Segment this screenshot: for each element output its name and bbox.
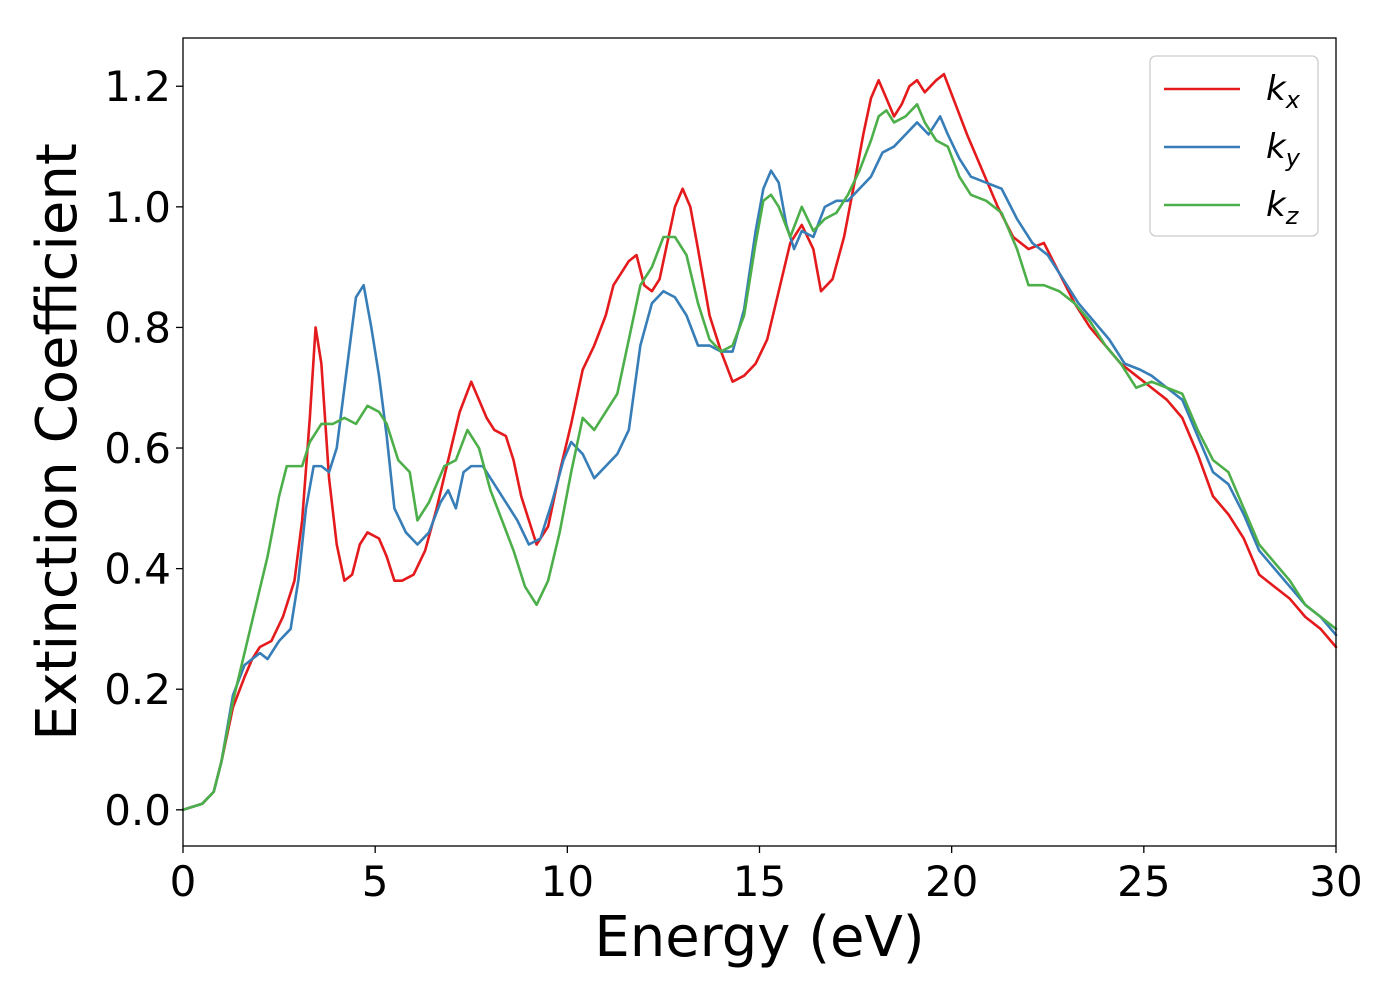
- legend-label-subscript: z: [1285, 202, 1300, 230]
- legend-label-ky: ky: [1266, 127, 1301, 172]
- series-line-kz: [181, 103, 1338, 812]
- y-tick-label: 0.0: [104, 786, 171, 835]
- y-axis-label: Extinction Coefficient: [25, 143, 90, 741]
- x-tick-label: 15: [733, 857, 786, 906]
- legend-label-subscript: y: [1285, 144, 1301, 172]
- legend-label-main: k: [1266, 69, 1287, 109]
- y-tick-label: 1.0: [104, 183, 171, 232]
- y-tick-label: 0.2: [104, 665, 171, 714]
- y-tick-label: 0.6: [104, 424, 171, 473]
- legend-label-kx: kx: [1266, 69, 1301, 114]
- legend-label-subscript: x: [1285, 86, 1301, 114]
- y-axis: 0.0 0.2 0.4 0.6 0.8 1.0 1.2: [104, 62, 183, 835]
- x-tick-label: 25: [1117, 857, 1170, 906]
- y-tick-label: 0.8: [104, 303, 171, 352]
- x-tick-label: 5: [362, 857, 389, 906]
- x-axis-label: Energy (eV): [594, 905, 924, 970]
- x-tick-label: 30: [1309, 857, 1362, 906]
- x-tick-label: 10: [541, 857, 594, 906]
- y-tick-label: 1.2: [104, 62, 171, 111]
- plot-lines: [181, 72, 1338, 812]
- legend-label-main: k: [1266, 127, 1287, 167]
- x-tick-label: 20: [925, 857, 978, 906]
- legend-label-main: k: [1266, 185, 1287, 225]
- series-line-ky: [181, 115, 1338, 812]
- y-tick-label: 0.4: [104, 545, 171, 594]
- x-axis: 0 5 10 15 20 25 30: [170, 846, 1363, 906]
- legend-label-kz: kz: [1266, 185, 1300, 230]
- x-tick-label: 0: [170, 857, 197, 906]
